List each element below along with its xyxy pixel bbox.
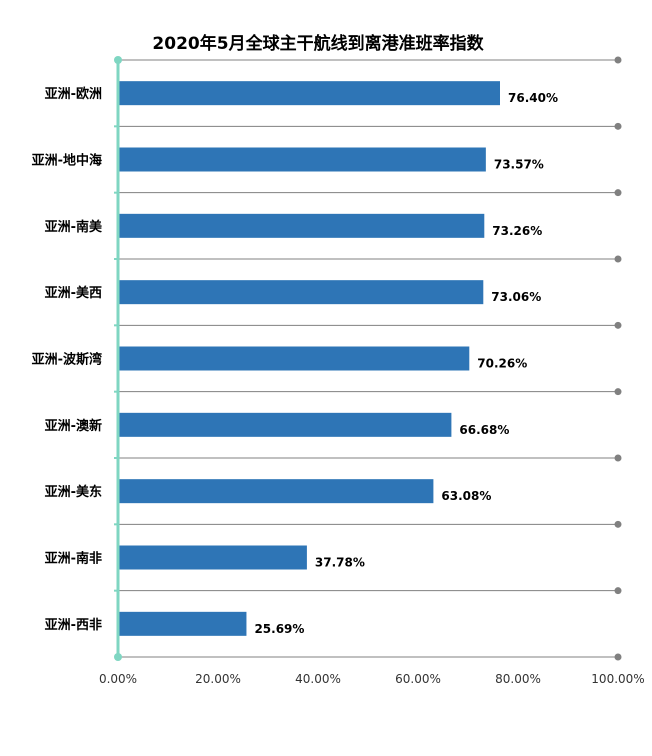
gridline-end-marker xyxy=(614,321,622,329)
y-axis xyxy=(114,56,122,661)
value-label: 63.08% xyxy=(441,489,491,503)
value-label: 70.26% xyxy=(477,357,527,371)
value-label: 66.68% xyxy=(459,423,509,437)
gridline-end-marker xyxy=(614,122,622,130)
category-label: 亚洲-南美 xyxy=(45,219,103,235)
value-label: 37.78% xyxy=(315,556,365,570)
gridline-end-marker xyxy=(614,454,622,462)
x-tick-label: 80.00% xyxy=(495,672,541,686)
bar xyxy=(118,346,470,371)
gridlines xyxy=(118,56,622,661)
chart-title: 2020年5月全球主干航线到离港准班率指数 xyxy=(152,33,484,54)
x-tick-label: 60.00% xyxy=(395,672,441,686)
x-tick-label: 40.00% xyxy=(295,672,341,686)
gridline-end-marker xyxy=(614,520,622,528)
value-label: 73.06% xyxy=(491,290,541,304)
labels: 亚洲-欧洲 76.40% 亚洲-地中海 73.57% 亚洲-南美 73.26% 亚洲-美西 7… xyxy=(32,86,645,686)
x-tick-label: 0.00% xyxy=(99,672,137,686)
category-label: 亚洲-西非 xyxy=(45,617,102,633)
bar xyxy=(118,412,452,437)
gridline-end-marker xyxy=(614,587,622,595)
category-label: 亚洲-南非 xyxy=(45,551,102,567)
gridline-end-marker xyxy=(614,388,622,396)
category-label: 亚洲-地中海 xyxy=(32,153,102,169)
gridline-end-marker xyxy=(614,255,622,263)
gridline-end-marker xyxy=(614,653,622,661)
bar xyxy=(118,545,307,570)
x-tick-label: 20.00% xyxy=(195,672,241,686)
x-tick-label: 100.00% xyxy=(591,672,644,686)
category-label: 亚洲-美东 xyxy=(45,484,102,500)
category-label: 亚洲-澳新 xyxy=(45,418,102,434)
bar xyxy=(118,213,485,238)
bar xyxy=(118,611,247,636)
bar xyxy=(118,479,434,504)
gridline-end-marker xyxy=(614,189,622,197)
value-label: 76.40% xyxy=(508,91,558,105)
value-label: 25.69% xyxy=(254,622,304,636)
axis-marker xyxy=(114,653,122,661)
bar xyxy=(118,81,500,106)
bars xyxy=(118,81,500,636)
bar xyxy=(118,147,486,172)
value-label: 73.57% xyxy=(494,158,544,172)
category-label: 亚洲-波斯湾 xyxy=(32,352,102,368)
axis-marker xyxy=(114,56,122,64)
bar xyxy=(118,280,484,305)
category-label: 亚洲-美西 xyxy=(45,285,102,301)
value-label: 73.26% xyxy=(492,224,542,238)
category-label: 亚洲-欧洲 xyxy=(45,86,102,102)
gridline-end-marker xyxy=(614,56,622,64)
